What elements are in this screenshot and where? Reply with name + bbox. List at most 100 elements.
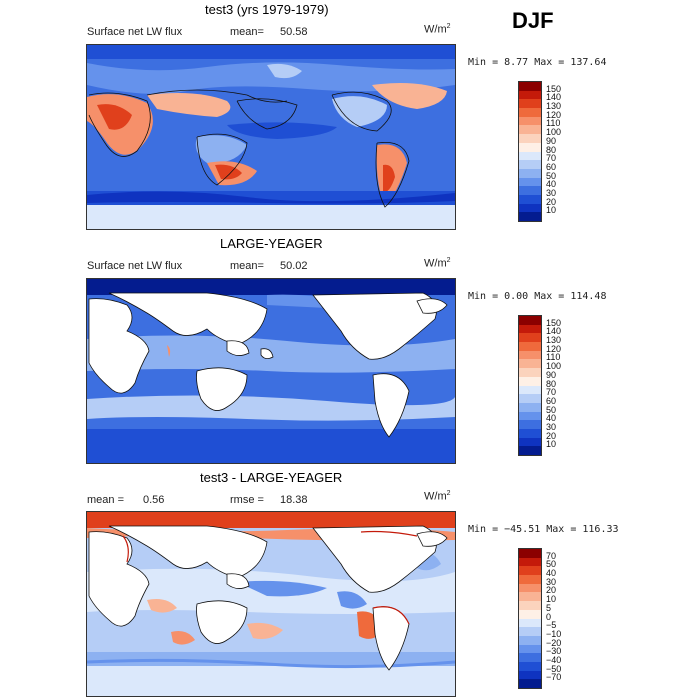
colorbar-swatch — [519, 420, 541, 429]
colorbar-tick-label: 70 — [546, 387, 557, 398]
colorbar-tick-label: 60 — [546, 395, 557, 406]
colorbar-tick-label: 40 — [546, 568, 557, 579]
colorbar-tick-label: 140 — [546, 92, 562, 103]
colorbar-tick-label: −30 — [546, 646, 562, 657]
colorbar-tick-label: −5 — [546, 620, 557, 631]
colorbar-tick-label: 130 — [546, 101, 562, 112]
colorbar-tick-label: −20 — [546, 637, 562, 648]
panel1-map — [86, 44, 456, 230]
colorbar-swatch — [519, 437, 541, 447]
colorbar-swatch — [519, 108, 541, 117]
colorbar-swatch — [519, 661, 541, 671]
colorbar-swatch — [519, 350, 541, 360]
panel2-mean-value: 50.02 — [280, 260, 308, 272]
panel3-colorbar — [518, 548, 542, 689]
colorbar-swatch — [519, 402, 541, 412]
panel1-mean-label: mean= — [230, 26, 264, 38]
colorbar-tick-label: 80 — [546, 378, 557, 389]
colorbar-swatch — [519, 194, 541, 204]
colorbar-swatch — [519, 359, 541, 369]
panel3-minmax: Min = −45.51 Max = 116.33 — [468, 524, 619, 535]
colorbar-tick-label: 40 — [546, 413, 557, 424]
panel3-units: W/m2 — [424, 490, 451, 503]
colorbar-tick-label: 5 — [546, 602, 552, 613]
colorbar-swatch — [519, 644, 541, 654]
panel1-variable-label: Surface net LW flux — [87, 26, 183, 38]
colorbar-tick-label: −50 — [546, 663, 562, 674]
colorbar-swatch — [519, 316, 541, 325]
colorbar-swatch — [519, 609, 541, 619]
colorbar-tick-label: 110 — [546, 352, 561, 363]
colorbar-swatch — [519, 618, 541, 628]
colorbar-tick-label: 70 — [546, 550, 557, 561]
colorbar-tick-label: 50 — [546, 170, 557, 181]
colorbar-tick-label: 20 — [546, 585, 557, 596]
colorbar-swatch — [519, 134, 541, 143]
colorbar-swatch — [519, 142, 541, 152]
colorbar-swatch — [519, 368, 541, 377]
colorbar-tick-label: −70 — [546, 672, 562, 683]
colorbar-tick-label: 30 — [546, 576, 557, 587]
panel1-minmax: Min = 8.77 Max = 137.64 — [468, 57, 607, 68]
panel1-units: W/m2 — [424, 23, 451, 36]
colorbar-swatch — [519, 575, 541, 584]
colorbar-swatch — [519, 679, 541, 688]
colorbar-swatch — [519, 203, 541, 213]
panel2-title: LARGE-YEAGER — [220, 236, 323, 251]
colorbar-tick-label: 70 — [546, 153, 557, 164]
panel3-map — [86, 511, 456, 697]
colorbar-swatch — [519, 601, 541, 610]
panel3-mean-label: mean = — [87, 494, 124, 506]
colorbar-swatch — [519, 385, 541, 395]
colorbar-swatch — [519, 411, 541, 421]
panel2-mean-label: mean= — [230, 260, 264, 272]
panel2-units: W/m2 — [424, 257, 451, 270]
colorbar-tick-label: 130 — [546, 335, 562, 346]
colorbar-swatch — [519, 428, 541, 438]
panel2-map — [86, 278, 456, 464]
panel1-colorbar — [518, 81, 542, 222]
colorbar-tick-label: 50 — [546, 559, 557, 570]
colorbar-swatch — [519, 99, 541, 109]
colorbar-swatch — [519, 583, 541, 593]
colorbar-swatch — [519, 592, 541, 602]
colorbar-swatch — [519, 333, 541, 343]
colorbar-tick-label: 20 — [546, 430, 557, 441]
colorbar-tick-label: 30 — [546, 187, 557, 198]
season-label: DJF — [512, 8, 554, 33]
colorbar-swatch — [519, 627, 541, 636]
colorbar-swatch — [519, 125, 541, 135]
colorbar-swatch — [519, 177, 541, 187]
colorbar-swatch — [519, 446, 541, 455]
panel1-mean-value: 50.58 — [280, 26, 308, 38]
panel3-title: test3 - LARGE-YEAGER — [200, 470, 343, 485]
colorbar-tick-label: 150 — [546, 83, 562, 94]
colorbar-tick-label: 10 — [546, 439, 557, 450]
panel2-minmax: Min = 0.00 Max = 114.48 — [468, 291, 607, 302]
colorbar-tick-label: 120 — [546, 343, 562, 354]
colorbar-tick-label: 80 — [546, 144, 557, 155]
colorbar-tick-label: 40 — [546, 179, 557, 190]
panel3-rmse-value: 18.38 — [280, 494, 308, 506]
colorbar-swatch — [519, 324, 541, 334]
colorbar-tick-label: 110 — [546, 118, 561, 129]
panel3-rmse-label: rmse = — [230, 494, 264, 506]
colorbar-tick-label: 30 — [546, 421, 557, 432]
panel3-mean-value: 0.56 — [143, 494, 165, 506]
panel2-colorbar — [518, 315, 542, 456]
colorbar-swatch — [519, 376, 541, 386]
colorbar-tick-label: 100 — [546, 127, 562, 138]
colorbar-swatch — [519, 653, 541, 662]
colorbar-tick-label: −10 — [546, 628, 562, 639]
colorbar-swatch — [519, 342, 541, 351]
colorbar-swatch — [519, 160, 541, 169]
colorbar-tick-label: 10 — [546, 594, 557, 605]
colorbar-swatch — [519, 670, 541, 680]
colorbar-tick-label: 60 — [546, 161, 557, 172]
colorbar-swatch — [519, 212, 541, 221]
colorbar-tick-label: −40 — [546, 654, 562, 665]
panel2-variable-label: Surface net LW flux — [87, 260, 183, 272]
colorbar-swatch — [519, 549, 541, 558]
colorbar-tick-label: 90 — [546, 135, 557, 146]
colorbar-swatch — [519, 151, 541, 161]
